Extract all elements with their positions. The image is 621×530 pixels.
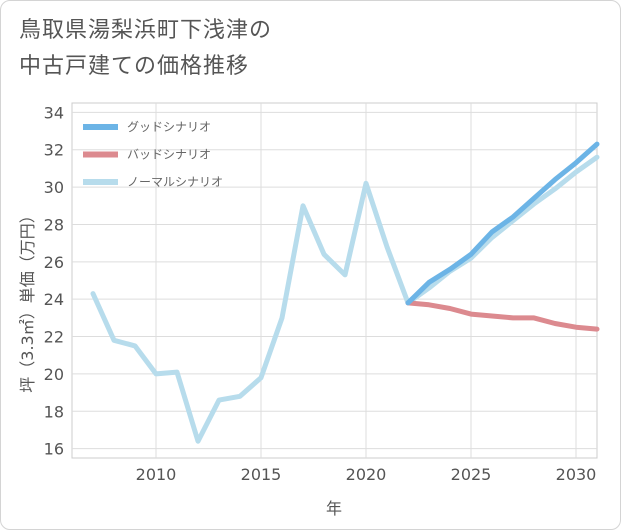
y-tick-label: 16: [44, 440, 64, 459]
x-tick-label: 2010: [136, 465, 177, 484]
y-axis-ticks: 16 18 20 22 24 26 28 30 32 34: [44, 103, 64, 458]
series-line-good: [405, 141, 600, 306]
x-axis-ticks: 2010 2015 2020 2025 2030: [136, 465, 597, 484]
chart-title-line-2: 中古戸建ての価格推移: [19, 54, 250, 79]
chart-title: 鳥取県湯梨浜町下浅津の 中古戸建ての価格推移: [19, 13, 272, 85]
y-tick-label: 22: [44, 328, 64, 347]
y-tick-label: 18: [44, 402, 64, 421]
chart-title-line-1: 鳥取県湯梨浜町下浅津の: [19, 18, 273, 43]
legend-label-normal: ノーマルシナリオ: [127, 175, 223, 189]
series-lines: [90, 141, 600, 444]
y-tick-label: 26: [44, 253, 64, 272]
y-tick-label: 20: [44, 365, 64, 384]
x-tick-label: 2030: [556, 465, 597, 484]
plot-area: [71, 102, 598, 459]
x-tick-label: 2020: [346, 465, 387, 484]
series-line-normal: [90, 154, 600, 444]
x-tick-label: 2025: [451, 465, 492, 484]
y-axis-label: 坪（3.3㎡）単価（万円）: [18, 207, 37, 392]
y-tick-label: 34: [44, 103, 64, 122]
x-axis-label: 年: [326, 499, 342, 518]
y-tick-label: 24: [44, 290, 64, 309]
legend-label-good: グッドシナリオ: [127, 120, 211, 134]
y-tick-label: 32: [44, 141, 64, 160]
y-tick-label: 28: [44, 215, 64, 234]
x-tick-label: 2015: [241, 465, 282, 484]
y-tick-label: 30: [44, 178, 64, 197]
series-line-bad: [405, 300, 600, 332]
legend-label-bad: バッドシナリオ: [127, 148, 211, 162]
